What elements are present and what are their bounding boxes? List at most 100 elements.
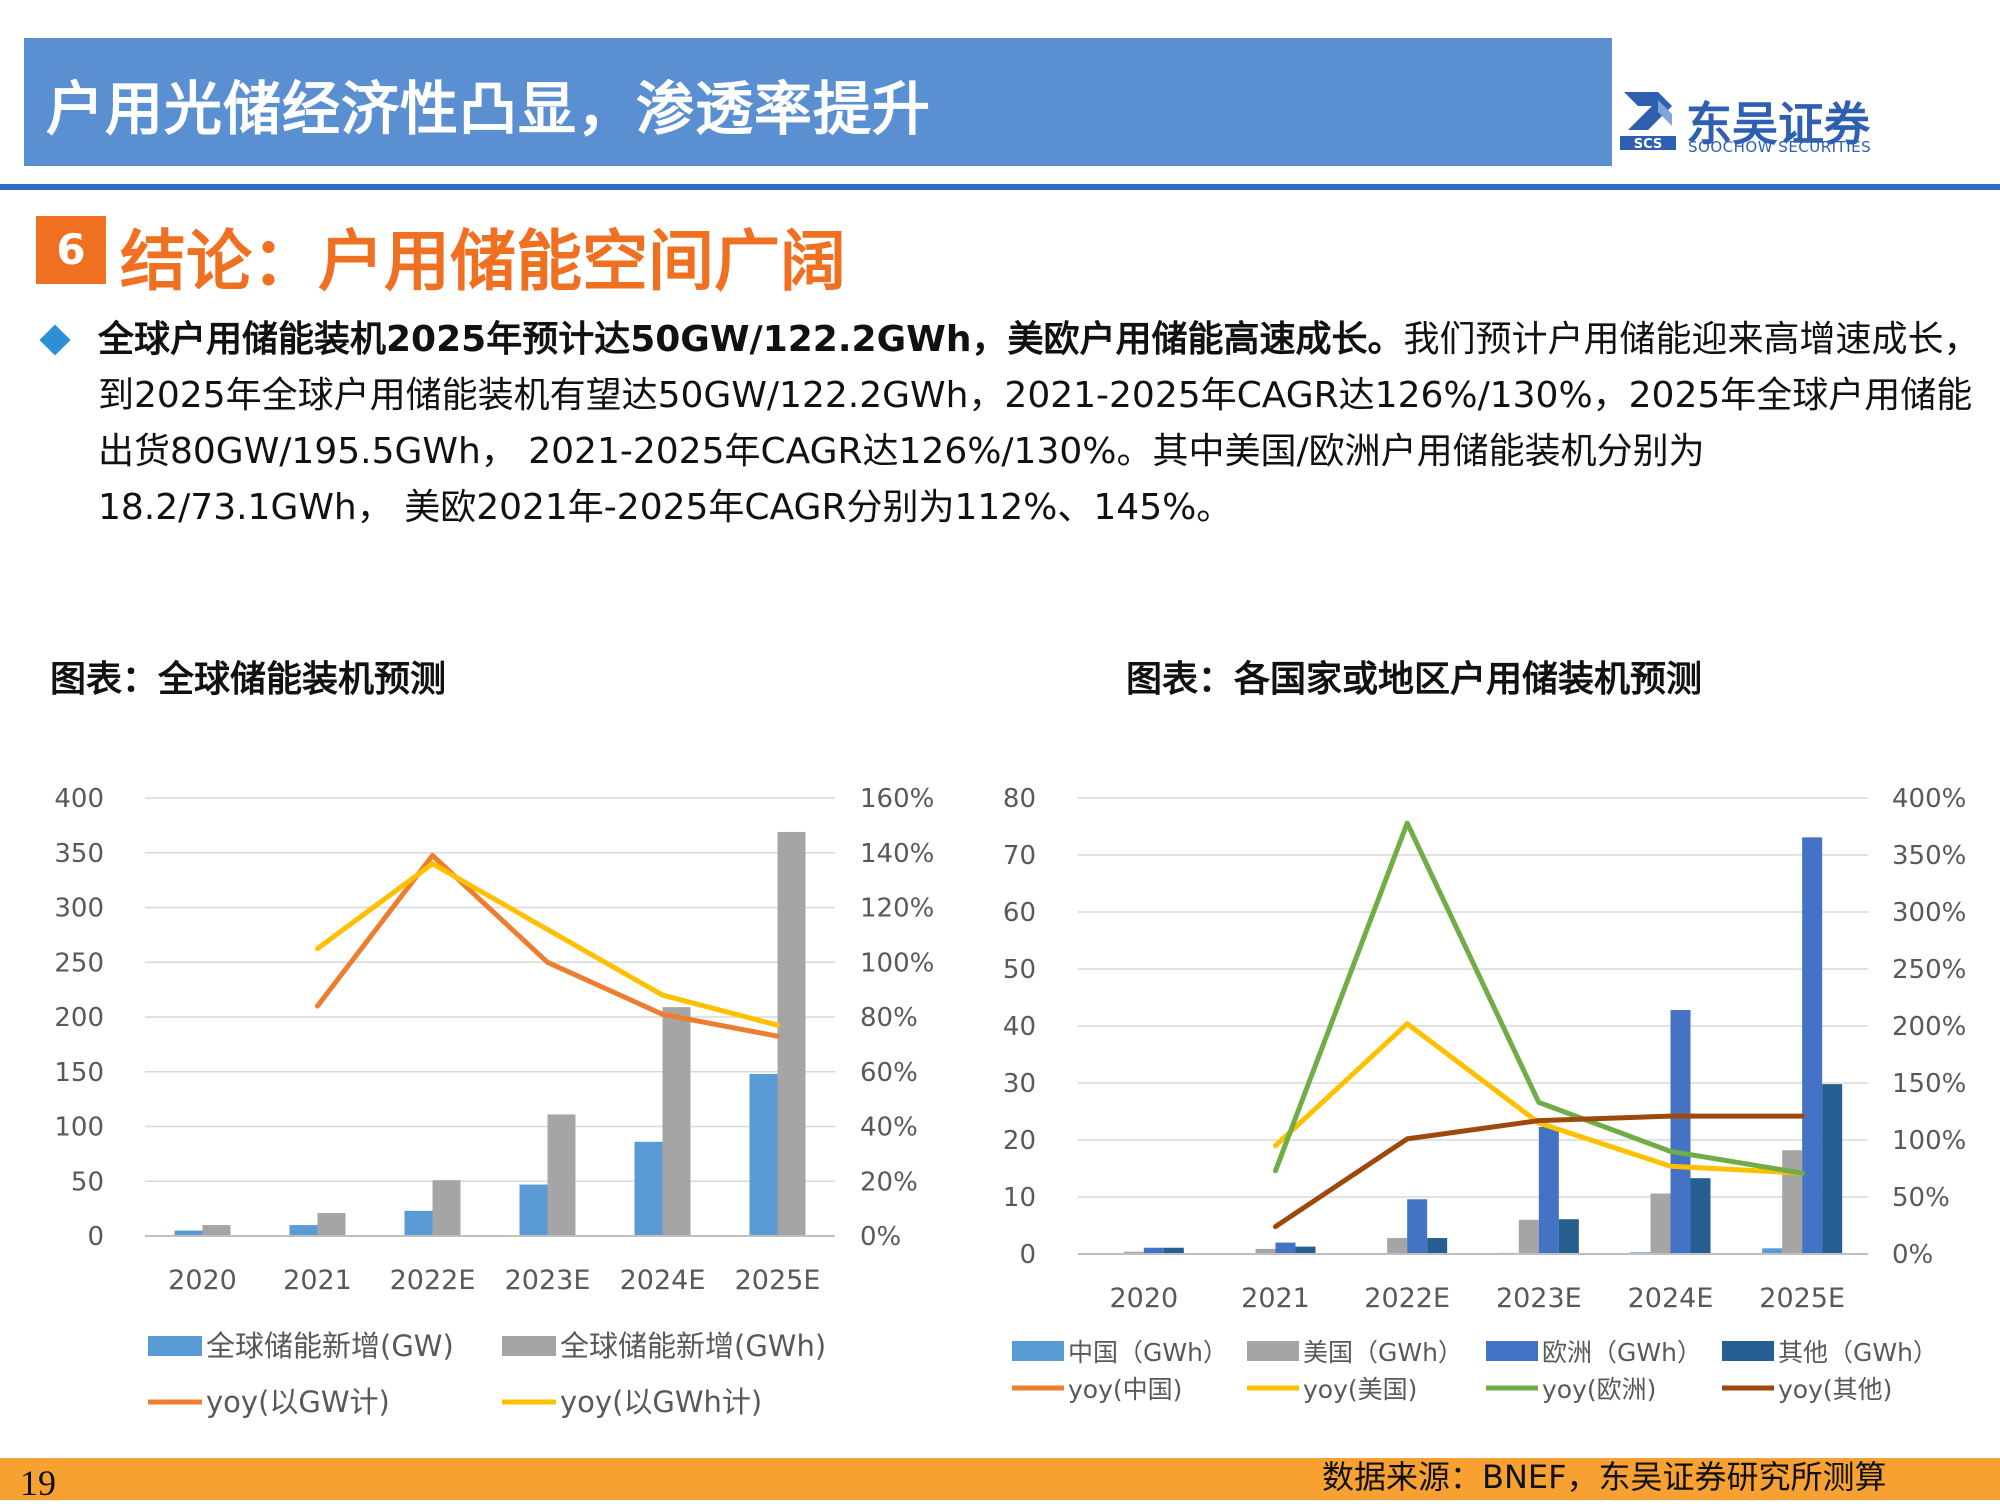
legend-label: yoy(其他) <box>1778 1375 1892 1404</box>
y2-tick-label: 140% <box>860 839 934 869</box>
y-tick-label: 350 <box>54 839 104 869</box>
series-line <box>1273 1113 1805 1230</box>
bar <box>202 1225 231 1236</box>
x-tick-label: 2020 <box>1109 1283 1178 1314</box>
x-tick-label: 2023E <box>1496 1283 1582 1314</box>
bar <box>777 831 806 1236</box>
region-storage-chart: 0 10 20 30 40 50 60 70 80 0% 50% 100% 150% 200% 250% 30… <box>1003 784 1966 1404</box>
x-tick-label: 2022E <box>390 1265 476 1296</box>
bullet-paragraph: 全球户用储能装机2025年预计达50GW/122.2GWh，美欧户用储能高速成长… <box>98 312 1982 536</box>
logo-english-name: SOOCHOW SECURITIES <box>1688 138 1872 156</box>
bar <box>1143 1247 1164 1254</box>
y-tick-label: 400 <box>54 784 104 814</box>
y-tick-label: 50 <box>71 1167 104 1197</box>
company-logo: SCS 东吴证券 SOOCHOW SECURITIES <box>1618 86 1898 158</box>
bar <box>1690 1178 1711 1254</box>
y2-tick-label: 150% <box>1892 1069 1966 1099</box>
bar <box>1123 1251 1144 1254</box>
header-banner <box>24 38 1612 166</box>
legend-label: 全球储能新增(GWh) <box>560 1329 826 1363</box>
x-tick-label: 2024E <box>620 1265 706 1296</box>
y2-tick-label: 120% <box>860 894 934 924</box>
logo-chinese-name: 东吴证券 <box>1686 97 1870 151</box>
x-tick-label: 2020 <box>168 1265 237 1296</box>
y-tick-label: 70 <box>1003 841 1036 871</box>
bar <box>1538 1126 1559 1254</box>
y-tick-label: 250 <box>54 948 104 978</box>
legend-swatch <box>502 1336 556 1356</box>
bar <box>634 1141 663 1236</box>
bar <box>289 1225 318 1236</box>
legend-label: 美国（GWh） <box>1303 1338 1463 1367</box>
bullet-body: 我们预计户用储能迎来高增速成长，到2025年全球户用储能装机有望达50GW/12… <box>98 319 1980 528</box>
y2-tick-label: 300% <box>1892 898 1966 928</box>
series-line <box>315 853 780 1039</box>
x-tick-label: 2021 <box>1241 1283 1310 1314</box>
bar <box>1427 1238 1448 1254</box>
global-storage-chart: 0 50 100 150 200 250 300 350 400 0% 20% 40% 60% 80% 10… <box>54 784 934 1419</box>
bar <box>547 1114 576 1236</box>
y2-tick-label: 250% <box>1892 955 1966 985</box>
y-tick-label: 300 <box>54 894 104 924</box>
y2-tick-label: 80% <box>860 1003 918 1033</box>
bar <box>1163 1247 1184 1254</box>
source-note: 数据来源：BNEF，东吴证券研究所测算 <box>1322 1458 1887 1496</box>
bar <box>1650 1193 1671 1254</box>
series-line <box>315 861 780 1028</box>
y-tick-label: 50 <box>1003 955 1036 985</box>
bar <box>1762 1248 1783 1254</box>
bar <box>662 1007 691 1236</box>
legend-swatch <box>1722 1341 1774 1361</box>
bar <box>1518 1219 1539 1254</box>
bar <box>432 1180 461 1236</box>
page-title: 户用光储经济性凸显，渗透率提升 <box>46 75 932 143</box>
bullet-diamond-icon <box>39 324 71 356</box>
x-tick-label: 2021 <box>283 1265 352 1296</box>
y2-tick-label: 50% <box>1892 1183 1950 1213</box>
y-tick-label: 40 <box>1003 1012 1036 1042</box>
y2-tick-label: 40% <box>860 1113 918 1143</box>
page-number: 19 <box>20 1463 56 1503</box>
x-tick-label: 2025E <box>1759 1283 1845 1314</box>
bullet-bold-lead: 全球户用储能装机2025年预计达50GW/122.2GWh，美欧户用储能高速成长… <box>98 319 1404 360</box>
legend-label: 全球储能新增(GW) <box>206 1329 454 1363</box>
y2-tick-label: 160% <box>860 784 934 814</box>
y2-tick-label: 0% <box>860 1222 901 1252</box>
bar <box>1387 1238 1408 1254</box>
bar <box>1670 1010 1691 1254</box>
y-tick-label: 30 <box>1003 1069 1036 1099</box>
section-title: 结论：户用储能空间广阔 <box>120 223 846 300</box>
left-chart-title: 图表：全球储能装机预测 <box>50 659 447 700</box>
bar <box>1255 1248 1276 1254</box>
series-line <box>1273 820 1805 1176</box>
bar <box>1822 1084 1843 1254</box>
legend-label: 其他（GWh） <box>1778 1338 1938 1367</box>
legend-swatch <box>148 1336 202 1356</box>
x-tick-label: 2025E <box>735 1265 821 1296</box>
legend-label: yoy(美国) <box>1303 1375 1417 1404</box>
footer-band <box>0 1458 2000 1500</box>
right-chart-title: 图表：各国家或地区户用储装机预测 <box>1126 659 1703 700</box>
logo-mark-icon: SCS <box>1620 92 1676 152</box>
y2-tick-label: 100% <box>860 948 934 978</box>
bar <box>1802 837 1823 1254</box>
y2-tick-label: 0% <box>1892 1240 1933 1270</box>
bar <box>1558 1219 1579 1254</box>
section-number-badge: 6 <box>36 216 106 284</box>
y-tick-label: 0 <box>87 1222 104 1252</box>
legend-label: 中国（GWh） <box>1068 1338 1228 1367</box>
bar <box>519 1184 548 1236</box>
header-divider <box>0 184 2000 190</box>
bar <box>404 1210 433 1236</box>
bar <box>1782 1150 1803 1254</box>
bar <box>1275 1242 1296 1254</box>
y2-tick-label: 350% <box>1892 841 1966 871</box>
x-tick-label: 2023E <box>505 1265 591 1296</box>
legend-swatch <box>1012 1341 1064 1361</box>
legend-label: yoy(以GW计) <box>206 1385 390 1419</box>
logo-mark-text: SCS <box>1634 137 1663 152</box>
y-tick-label: 0 <box>1019 1240 1036 1270</box>
legend-label: yoy(以GWh计) <box>560 1385 762 1419</box>
y-tick-label: 150 <box>54 1058 104 1088</box>
bar <box>317 1213 346 1236</box>
